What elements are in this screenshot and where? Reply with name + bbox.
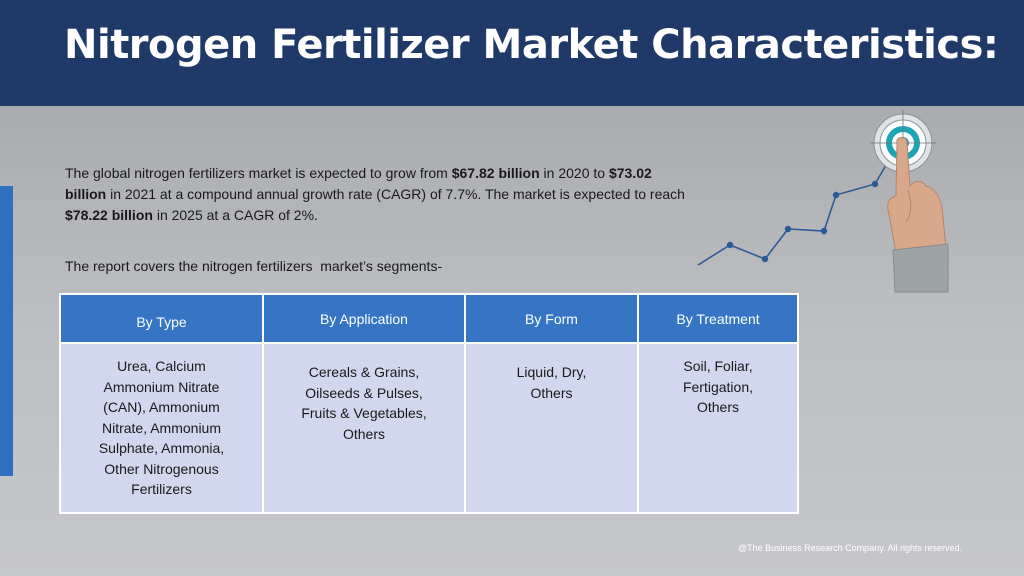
title-banner: Nitrogen Fertilizer Market Characteristi… <box>0 0 1024 106</box>
summary-text-4: in 2025 at a CAGR of 2%. <box>152 207 318 223</box>
value-2025: $78.22 billion <box>65 207 153 223</box>
header-by-treatment: By Treatment <box>637 293 799 344</box>
pointing-hand-icon <box>887 137 949 293</box>
segments-intro: The report covers the nitrogen fertilize… <box>65 258 443 274</box>
segments-table: By Type By Application By Form By Treatm… <box>59 293 799 514</box>
page-title: Nitrogen Fertilizer Market Characteristi… <box>64 22 999 68</box>
cell-application: Cereals & Grains, Oilseeds & Pulses, Fru… <box>262 342 466 514</box>
summary-text-3: in 2021 at a compound annual growth rate… <box>106 186 685 202</box>
accent-bar <box>0 186 13 476</box>
copyright-notice: @The Business Research Company. All righ… <box>738 543 963 553</box>
growth-line-icon <box>697 147 897 266</box>
value-2020: $67.82 billion <box>451 165 540 181</box>
cell-treatment: Soil, Foliar, Fertigation, Others <box>637 342 799 514</box>
cell-type: Urea, Calcium Ammonium Nitrate (CAN), Am… <box>59 342 264 514</box>
value-2021: $73.02 billion <box>65 165 652 202</box>
header-by-form: By Form <box>464 293 639 344</box>
summary-text-1: The global nitrogen fertilizers market i… <box>65 165 452 181</box>
header-by-type: By Type <box>59 293 264 344</box>
summary-text-2: in 2020 to <box>539 165 609 181</box>
header-by-application: By Application <box>262 293 466 344</box>
cell-form: Liquid, Dry, Others <box>464 342 639 514</box>
growth-graphic <box>697 110 949 293</box>
market-summary: The global nitrogen fertilizers market i… <box>65 163 685 226</box>
